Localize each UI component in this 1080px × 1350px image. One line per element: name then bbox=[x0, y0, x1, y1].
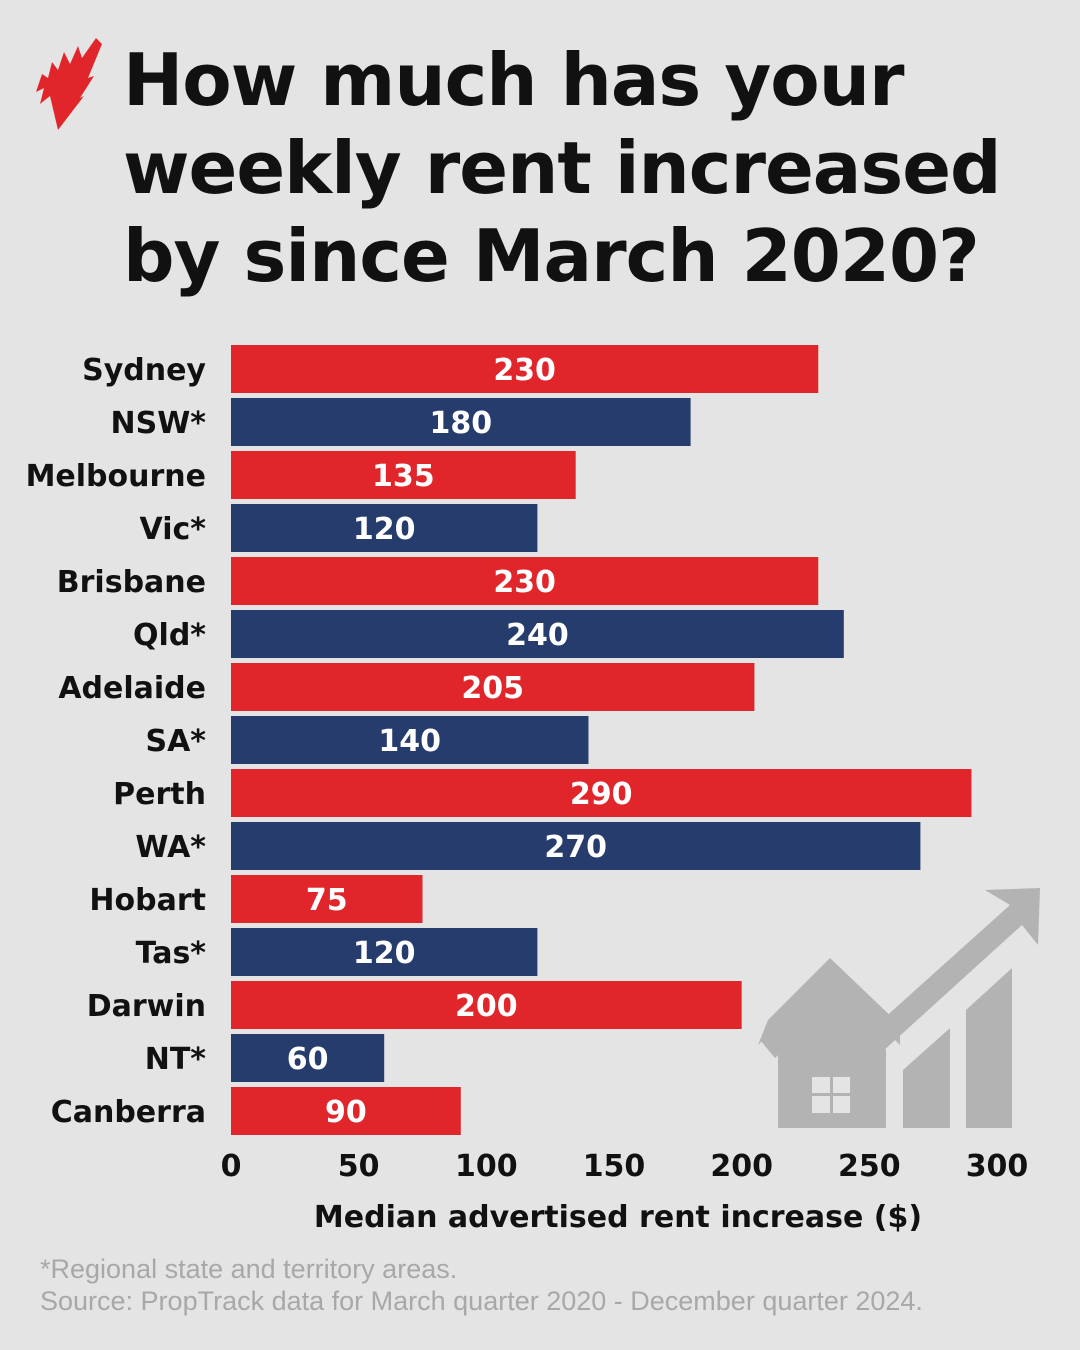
category-label: WA* bbox=[135, 830, 206, 865]
bar bbox=[231, 769, 972, 817]
bar bbox=[231, 716, 589, 764]
bar bbox=[231, 981, 742, 1029]
category-label: Tas* bbox=[136, 936, 207, 971]
category-label: NT* bbox=[145, 1042, 207, 1077]
x-tick-label: 0 bbox=[221, 1149, 242, 1184]
x-tick-label: 200 bbox=[710, 1149, 773, 1184]
category-label: Vic* bbox=[140, 512, 207, 547]
category-label: Qld* bbox=[133, 618, 206, 653]
x-axis-label: Median advertised rent increase ($) bbox=[314, 1200, 922, 1235]
footnote: *Regional state and territory areas. bbox=[40, 1254, 458, 1284]
data-label: 120 bbox=[353, 512, 416, 547]
category-label: Hobart bbox=[89, 883, 206, 918]
sbs-logo bbox=[36, 38, 102, 130]
data-label: 135 bbox=[372, 459, 435, 494]
bar bbox=[231, 822, 921, 870]
bar bbox=[231, 610, 844, 658]
category-label: Melbourne bbox=[26, 459, 206, 494]
x-tick-label: 250 bbox=[838, 1149, 901, 1184]
data-label: 200 bbox=[455, 989, 518, 1024]
bar bbox=[231, 398, 691, 446]
data-label: 60 bbox=[287, 1042, 329, 1077]
bar bbox=[231, 1087, 461, 1135]
category-label: Sydney bbox=[82, 353, 206, 388]
category-label: Brisbane bbox=[57, 565, 206, 600]
bar bbox=[231, 875, 423, 923]
data-label: 180 bbox=[429, 406, 492, 441]
x-tick-label: 100 bbox=[455, 1149, 518, 1184]
data-label: 230 bbox=[493, 565, 556, 600]
data-label: 230 bbox=[493, 353, 556, 388]
category-label: Adelaide bbox=[58, 671, 206, 706]
chart-title: How much has your weekly rent increased … bbox=[123, 38, 1002, 298]
bar bbox=[231, 504, 538, 552]
house-growth-arrow-icon bbox=[758, 888, 1040, 1128]
data-label: 140 bbox=[378, 724, 441, 759]
bar bbox=[231, 345, 819, 393]
bar bbox=[231, 663, 755, 711]
bar bbox=[231, 1034, 385, 1082]
category-label: Perth bbox=[113, 777, 206, 812]
data-label: 270 bbox=[544, 830, 607, 865]
category-label: Canberra bbox=[51, 1095, 206, 1130]
data-label: 120 bbox=[353, 936, 416, 971]
bar bbox=[231, 557, 819, 605]
x-tick-label: 50 bbox=[338, 1149, 380, 1184]
data-label: 90 bbox=[325, 1095, 367, 1130]
source-note: Source: PropTrack data for March quarter… bbox=[40, 1286, 923, 1316]
data-label: 75 bbox=[306, 883, 348, 918]
data-label: 240 bbox=[506, 618, 569, 653]
data-label: 290 bbox=[570, 777, 633, 812]
bar bbox=[231, 928, 538, 976]
data-label: 205 bbox=[461, 671, 524, 706]
x-tick-label: 150 bbox=[583, 1149, 646, 1184]
category-label: NSW* bbox=[111, 406, 207, 441]
x-tick-label: 300 bbox=[966, 1149, 1029, 1184]
category-label: SA* bbox=[145, 724, 206, 759]
bar bbox=[231, 451, 576, 499]
category-label: Darwin bbox=[87, 989, 206, 1024]
footer: *Regional state and territory areas. Sou… bbox=[40, 1253, 923, 1317]
